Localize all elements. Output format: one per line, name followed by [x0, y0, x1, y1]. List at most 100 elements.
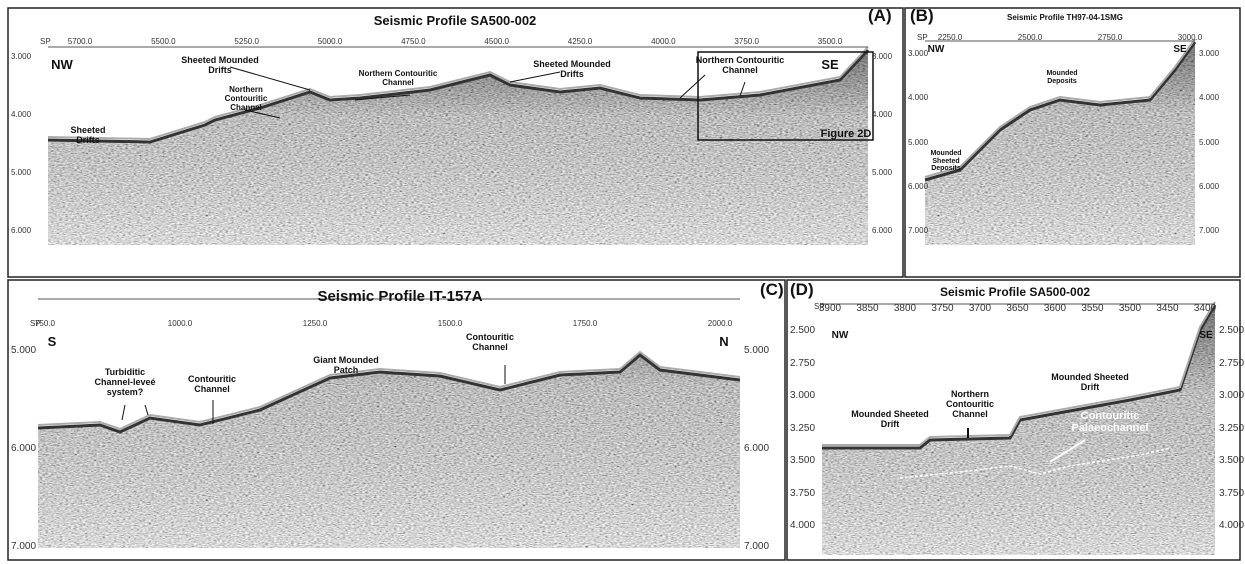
- annotation: Contouritic Palaeochannel: [1071, 410, 1148, 434]
- depth-tick-label: 4.000: [11, 111, 31, 120]
- annotation: Mounded Sheeted Drift: [1051, 373, 1129, 393]
- depth-tick-label: 5.000: [1199, 139, 1219, 148]
- annotation: SE: [1199, 330, 1212, 341]
- sp-tick-label: 1000.0: [168, 320, 192, 329]
- annotation: NW: [928, 44, 945, 55]
- annotation: SE: [821, 58, 838, 72]
- depth-tick-label: 4.000: [1199, 94, 1219, 103]
- sp-tick-label: 3700: [969, 303, 991, 314]
- annotation: Mounded Sheeted Drift: [851, 410, 929, 430]
- panel-label: (B): [910, 7, 934, 26]
- depth-tick-label: 6.000: [11, 443, 36, 454]
- annotation: SE: [1173, 44, 1186, 55]
- panel-title: Seismic Profile IT-157A: [317, 289, 482, 306]
- depth-tick-label: 4.000: [872, 111, 892, 120]
- depth-tick-label: 7.000: [11, 541, 36, 552]
- annotation: Mounded Sheeted Deposits: [930, 150, 961, 173]
- panel-label: (C): [760, 281, 784, 300]
- sp-tick-label: 3900: [819, 303, 841, 314]
- depth-tick-label: 6.000: [744, 443, 769, 454]
- depth-tick-label: 5.000: [908, 139, 928, 148]
- annotation: Turbiditic Channel-leveé system?: [94, 368, 155, 398]
- sp-tick-label: 4250.0: [568, 38, 592, 47]
- annotation: Sheeted Mounded Drifts: [181, 56, 259, 76]
- depth-tick-label: 2.500: [790, 325, 815, 336]
- depth-tick-label: 3.000: [790, 390, 815, 401]
- depth-tick-label: 3.000: [1199, 50, 1219, 59]
- depth-tick-label: 3.000: [11, 53, 31, 62]
- sp-label: SP: [917, 34, 928, 43]
- panel-label: (D): [790, 281, 814, 300]
- depth-tick-label: 2.500: [1219, 325, 1244, 336]
- depth-tick-label: 7.000: [1199, 227, 1219, 236]
- sp-tick-label: 4000.0: [651, 38, 675, 47]
- sp-tick-label: 3750.0: [734, 38, 758, 47]
- sp-tick-label: 1750.0: [573, 320, 597, 329]
- sp-tick-label: 3800: [894, 303, 916, 314]
- sp-tick-label: 3500: [1119, 303, 1141, 314]
- depth-tick-label: 7.000: [744, 541, 769, 552]
- depth-tick-label: 3.000: [908, 50, 928, 59]
- depth-tick-label: 4.000: [908, 94, 928, 103]
- depth-tick-label: 7.000: [908, 227, 928, 236]
- depth-tick-label: 4.000: [790, 520, 815, 531]
- annotation: Northern Contouritic Channel: [946, 390, 994, 420]
- depth-tick-label: 4.000: [1219, 520, 1244, 531]
- sp-tick-label: 3450: [1156, 303, 1178, 314]
- depth-tick-label: 6.000: [11, 227, 31, 236]
- annotation: Contouritic Channel: [466, 333, 514, 353]
- depth-tick-label: 3.500: [1219, 455, 1244, 466]
- panel-title: Seismic Profile SA500-002: [374, 14, 537, 28]
- depth-tick-label: 2.750: [790, 358, 815, 369]
- annotation: Sheeted Mounded Drifts: [533, 60, 611, 80]
- sp-tick-label: 4750.0: [401, 38, 425, 47]
- sp-tick-label: 5500.0: [151, 38, 175, 47]
- sp-tick-label: 2250.0: [938, 34, 962, 43]
- sp-tick-label: 3400: [1194, 303, 1216, 314]
- annotation: NW: [51, 58, 73, 72]
- sp-tick-label: 1250.0: [303, 320, 327, 329]
- depth-tick-label: 3.750: [1219, 488, 1244, 499]
- depth-tick-label: 6.000: [872, 227, 892, 236]
- sp-tick-label: 4500.0: [484, 38, 508, 47]
- depth-tick-label: 2.750: [1219, 358, 1244, 369]
- panel-title: Seismic Profile TH97-04-1SMG: [1007, 14, 1123, 23]
- depth-tick-label: 5.000: [744, 345, 769, 356]
- sp-tick-label: 3600: [1044, 303, 1066, 314]
- depth-tick-label: 3.000: [1219, 390, 1244, 401]
- annotation: NW: [832, 330, 849, 341]
- depth-tick-label: 5.000: [11, 345, 36, 356]
- annotation: Figure 2D: [821, 128, 872, 140]
- sp-tick-label: 750.0: [35, 320, 55, 329]
- sp-tick-label: 5700.0: [68, 38, 92, 47]
- annotation: Northern Contouritic Channel: [696, 56, 785, 76]
- annotation: Mounded Deposits: [1046, 70, 1077, 85]
- sp-tick-label: 3500.0: [818, 38, 842, 47]
- panel-title: Seismic Profile SA500-002: [940, 286, 1090, 299]
- sp-tick-label: 3000.0: [1178, 34, 1202, 43]
- sp-tick-label: 3550: [1081, 303, 1103, 314]
- figure: Seismic Profile SA500-002 (A) SP 5700.0 5500…: [0, 0, 1245, 564]
- depth-tick-label: 6.000: [1199, 183, 1219, 192]
- annotation: N: [719, 335, 728, 349]
- depth-tick-label: 5.000: [11, 169, 31, 178]
- annotation: Contouritic Channel: [188, 375, 236, 395]
- depth-tick-label: 3.750: [790, 488, 815, 499]
- sp-tick-label: 2500.0: [1018, 34, 1042, 43]
- sp-tick-label: 3850: [856, 303, 878, 314]
- annotation: S: [48, 335, 57, 349]
- sp-tick-label: 2000.0: [708, 320, 732, 329]
- annotation: Sheeted Drifts: [70, 126, 105, 146]
- sp-tick-label: 3650: [1006, 303, 1028, 314]
- sp-tick-label: 1500.0: [438, 320, 462, 329]
- annotation: Giant Mounded Patch: [313, 356, 379, 376]
- panel-label: (A): [868, 7, 892, 26]
- depth-tick-label: 5.000: [872, 169, 892, 178]
- depth-tick-label: 3.000: [872, 53, 892, 62]
- depth-tick-label: 3.500: [790, 455, 815, 466]
- sp-tick-label: 5000.0: [318, 38, 342, 47]
- annotation: Northern Contouritic Channel: [359, 70, 438, 88]
- depth-tick-label: 3.250: [790, 423, 815, 434]
- annotation: Northern Contouritic Channel: [225, 86, 268, 112]
- sp-tick-label: 2750.0: [1098, 34, 1122, 43]
